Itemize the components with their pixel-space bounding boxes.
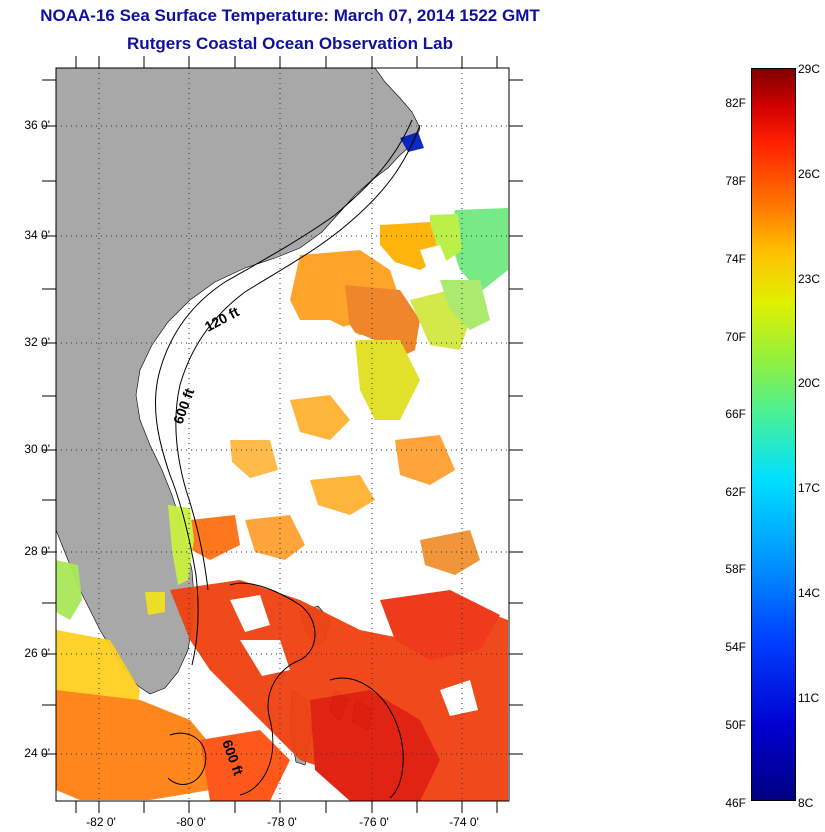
colorbar-f-82: 82F: [725, 96, 746, 110]
sst-data: [56, 132, 508, 801]
colorbar-f-70: 70F: [725, 330, 746, 344]
colorbar-f-78: 78F: [725, 174, 746, 188]
colorbar-c-26: 26C: [798, 167, 821, 181]
lat-label-36: 36 0': [24, 118, 50, 132]
colorbar-c-17: 17C: [798, 481, 821, 495]
colorbar-f-54: 54F: [725, 640, 746, 654]
colorbar-f-50: 50F: [725, 718, 746, 732]
lon-label-82: -82 0': [86, 815, 116, 829]
colorbar-f-66: 66F: [725, 407, 746, 421]
colorbar-c-23: 23C: [798, 272, 821, 286]
colorbar-f-58: 58F: [725, 562, 746, 576]
lat-label-26: 26 0': [24, 646, 50, 660]
colorbar-c-29: 29C: [798, 62, 821, 76]
lat-label-34: 34 0': [24, 228, 50, 242]
lon-label-74: -74 0': [449, 815, 479, 829]
bathymetry-contours: [155, 119, 421, 799]
colorbar-c-8: 8C: [798, 796, 814, 810]
colorbar-c-20: 20C: [798, 376, 821, 390]
colorbar-f-74: 74F: [725, 252, 746, 266]
lat-label-32: 32 0': [24, 335, 50, 349]
temperature-colorbar: [751, 68, 796, 801]
lat-label-24: 24 0': [24, 746, 50, 760]
lat-label-30: 30 0': [24, 442, 50, 456]
map-border: [42, 56, 523, 813]
lon-label-76: -76 0': [359, 815, 389, 829]
colorbar-f-62: 62F: [725, 485, 746, 499]
cloud-gaps: [230, 245, 480, 716]
lon-label-80: -80 0': [176, 815, 206, 829]
colorbar-f-46: 46F: [725, 796, 746, 810]
map-title: NOAA-16 Sea Surface Temperature: March 0…: [40, 6, 540, 25]
lon-label-78: -78 0': [267, 815, 297, 829]
map-subtitle: Rutgers Coastal Ocean Observation Lab: [127, 34, 453, 53]
grid-lines: [56, 68, 509, 801]
colorbar-c-11: 11C: [798, 691, 820, 705]
colorbar-c-14: 14C: [798, 586, 821, 600]
lat-label-28: 28 0': [24, 544, 50, 558]
